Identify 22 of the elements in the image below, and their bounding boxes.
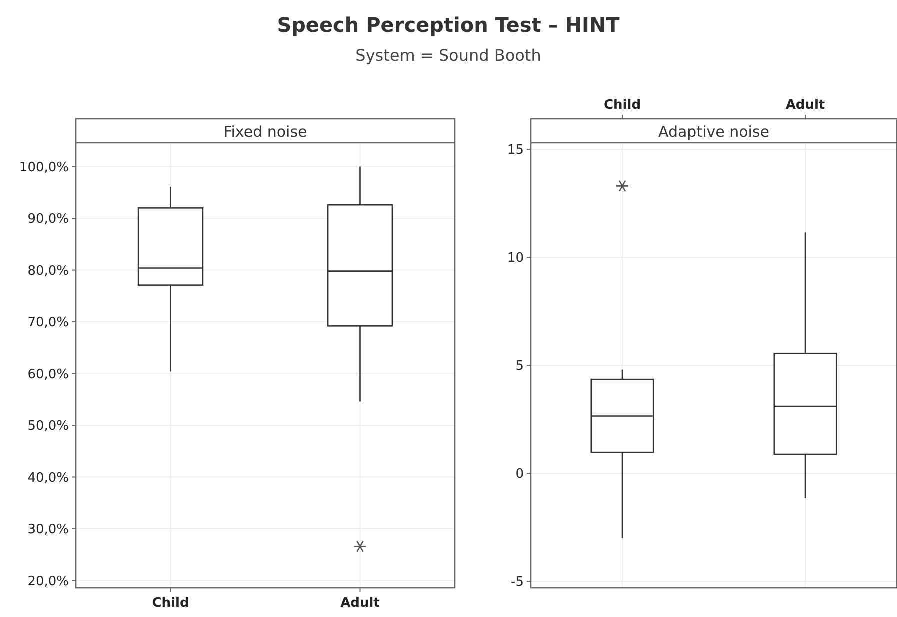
text: Fixed noise <box>224 123 308 141</box>
y-tick-label: -5 <box>511 575 524 590</box>
y-tick-label: 40,0% <box>28 470 69 486</box>
text: Adaptive noise <box>658 123 770 141</box>
y-tick-label: 50,0% <box>28 419 69 434</box>
x-tick-label: Child <box>152 596 190 611</box>
y-tick-label: 0 <box>516 467 524 482</box>
y-tick-label: 5 <box>516 359 524 374</box>
y-tick-label: 60,0% <box>28 367 69 382</box>
chart-title: Speech Perception Test – HINT <box>277 13 620 37</box>
y-tick-label: 80,0% <box>28 264 69 279</box>
y-tick-label: 90,0% <box>28 212 69 228</box>
y-tick-label: 15 <box>507 143 524 158</box>
x-tick-label: Child <box>604 98 642 113</box>
y-tick-label: 20,0% <box>28 574 69 590</box>
y-tick-label: 10 <box>507 251 524 266</box>
chart-subtitle: System = Sound Booth <box>356 46 542 65</box>
y-tick-label: 100,0% <box>19 160 69 176</box>
y-tick-label: 30,0% <box>28 522 69 538</box>
y-tick-label: 70,0% <box>28 316 69 331</box>
x-tick-label: Adult <box>340 596 380 611</box>
x-tick-label: Adult <box>786 98 826 113</box>
